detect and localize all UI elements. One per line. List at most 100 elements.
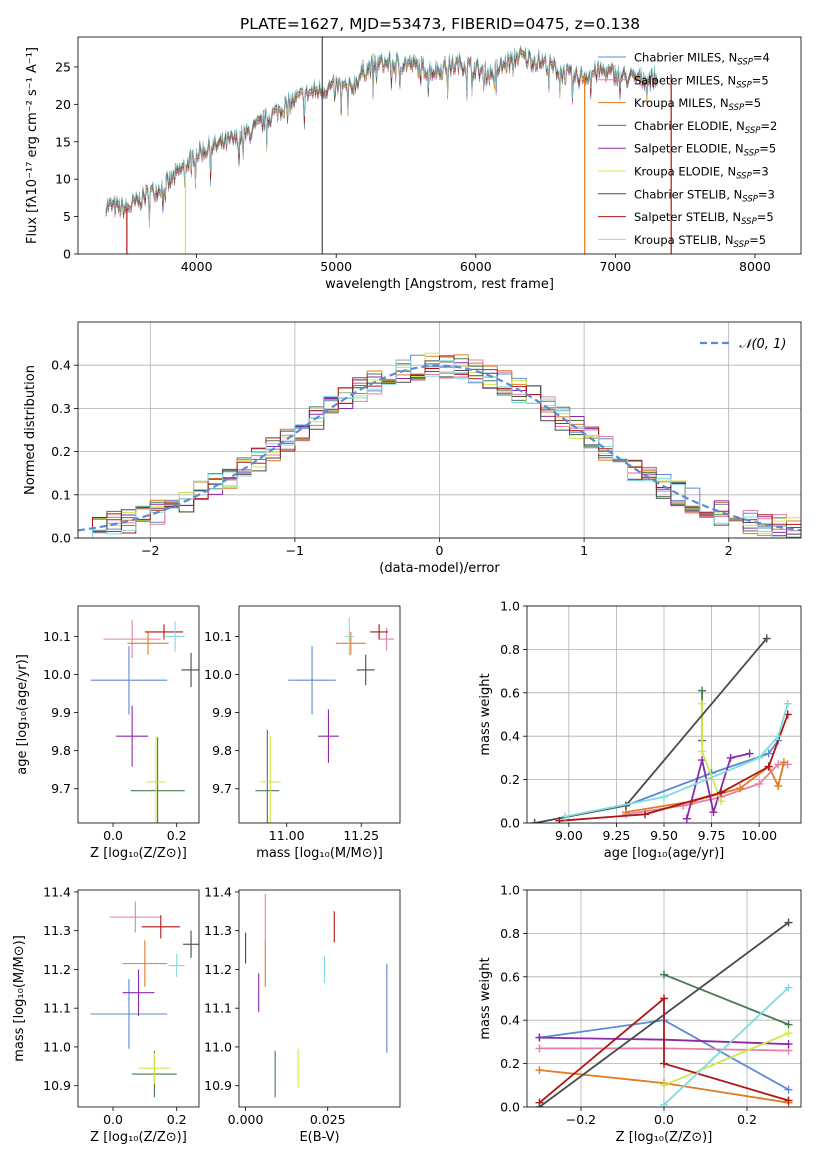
y-tick-label: 10.0	[43, 667, 71, 682]
x-tick-label: −2	[141, 543, 159, 558]
x-tick-label: 0.000	[228, 1112, 264, 1127]
errorbar-point	[165, 621, 185, 652]
x-tick-label: 11.25	[343, 828, 379, 843]
y-tick-label: 0.0	[500, 816, 520, 831]
errorbar-point	[144, 624, 184, 640]
residuals-legend: 𝒩(0, 1)	[700, 337, 786, 352]
y-tick-label: 0.4	[51, 358, 71, 373]
y-tick-label: 11.2	[43, 962, 71, 977]
y-tick-label: 10.9	[43, 1078, 71, 1093]
errorbar-point	[168, 953, 185, 978]
weight-marker	[745, 749, 754, 758]
x-tick-label: 9.50	[650, 828, 678, 843]
x-tick-label: 1	[580, 543, 588, 558]
legend-entry-name: Salpeter ELODIE, N	[634, 142, 744, 156]
legend-entry: 𝒩(0, 1)	[739, 337, 786, 352]
y-tick-label: 10	[55, 172, 71, 187]
weight-marker	[535, 1044, 544, 1053]
y-tick-label: 0	[63, 247, 71, 262]
weight-series	[682, 749, 754, 823]
legend-entry-name: Salpeter MILES, N	[634, 73, 736, 87]
errorbar-point	[181, 652, 199, 688]
errorbar-point	[288, 645, 336, 715]
mass-vs-Z-plot-area	[90, 901, 199, 1098]
weight-marker	[784, 1040, 793, 1049]
y-tick-label: 11.0	[204, 1039, 232, 1054]
errorbar-point	[90, 645, 168, 715]
x-tick-label: 7000	[599, 259, 631, 274]
x-tick-label: −0.2	[566, 1112, 596, 1127]
errorbar-point	[318, 709, 339, 763]
legend-entry-count: =3	[758, 187, 775, 201]
weight-marker	[535, 1066, 544, 1075]
x-axis-label: E(B-V)	[299, 1130, 339, 1145]
y-tick-label: 25	[55, 59, 71, 74]
weight-marker	[535, 1033, 544, 1042]
y-tick-label: 9.7	[51, 781, 71, 796]
errorbar-point	[370, 624, 389, 640]
weight-marker	[660, 1100, 668, 1107]
legend-entry: Chabrier ELODIE, NSSP=2	[634, 119, 777, 136]
x-tick-label: 6000	[460, 259, 492, 274]
age-vs-mass-axes: 11.00 11.25 9.7 9.8 9.9 10.0 10.1 mass [log₁₀(M…	[204, 605, 401, 861]
x-tick-label: 10.00	[741, 828, 777, 843]
weight-marker	[784, 1085, 793, 1094]
errorbar-point	[138, 1052, 171, 1084]
residuals-axes: −2 −1 0 1 2 0.0 0.1 0.2 0.3 0.4 (data-model)/error…	[23, 321, 802, 576]
weight-marker	[640, 810, 649, 819]
legend-entry-sub: SSP	[734, 240, 750, 250]
weight-line	[663, 973, 789, 1026]
weight-series	[561, 699, 792, 821]
weight-line	[663, 1032, 789, 1087]
y-axis-label: Normed distribution	[23, 365, 38, 495]
errorbar-point	[183, 930, 199, 958]
errorbar-point	[127, 631, 169, 655]
y-tick-label: 0.2	[500, 1056, 520, 1071]
y-tick-label: 11.3	[204, 923, 232, 938]
errorbar-point	[335, 631, 366, 655]
weight-marker	[764, 749, 773, 758]
weight-vs-age-plot-area	[530, 634, 792, 823]
age-vs-Z-frame	[77, 605, 200, 824]
weight-marker	[717, 788, 726, 797]
age-vs-Z-axes: 0.0 0.2 9.7 9.8 9.9 10.0 10.1 Z [log₁₀(Z/Z⊙)] ag…	[15, 605, 200, 861]
weight-marker	[682, 814, 691, 823]
weight-marker	[784, 1029, 793, 1038]
weight-marker	[535, 1098, 544, 1107]
weight-series	[535, 994, 793, 1107]
legend-entry: Kroupa ELODIE, NSSP=3	[634, 165, 769, 182]
weight-vs-Z-plot-area	[535, 918, 793, 1107]
x-axis-label: age [log₁₀(age/yr)]	[604, 846, 725, 861]
weight-series	[660, 983, 793, 1107]
y-tick-label: 11.1	[43, 1001, 71, 1016]
chart-title: PLATE=1627, MJD=53473, FIBERID=0475, z=0…	[240, 15, 640, 33]
x-tick-label: 8000	[739, 259, 771, 274]
weight-marker	[774, 760, 783, 769]
weight-marker	[784, 1020, 793, 1029]
legend-entry-name: Kroupa MILES, N	[634, 96, 729, 110]
x-tick-label: 0	[436, 543, 444, 558]
weight-marker	[755, 753, 764, 762]
weight-marker	[784, 1096, 793, 1105]
x-tick-label: 2	[725, 543, 733, 558]
legend-entry-count: =4	[753, 51, 770, 65]
weight-marker	[755, 779, 764, 788]
weight-series	[698, 699, 726, 806]
y-tick-label: 10.0	[204, 667, 232, 682]
y-tick-label: 1.0	[500, 883, 520, 898]
weight-line	[663, 986, 790, 1106]
y-tick-label: 0.4	[500, 729, 520, 744]
legend-entry: Salpeter MILES, NSSP=5	[634, 73, 769, 90]
x-tick-label: 9.75	[698, 828, 726, 843]
legend-entry-sub: SSP	[744, 149, 760, 159]
weight-line	[538, 996, 789, 1104]
mass-vs-ebv-plot-area	[245, 893, 388, 1098]
y-tick-label: 0.6	[500, 969, 520, 984]
weight-line	[625, 763, 788, 816]
errorbar-point	[116, 705, 149, 767]
y-axis-label: Flux [fλ10⁻¹⁷ erg cm⁻² s⁻¹ A⁻¹]	[25, 47, 40, 244]
legend-entry-count: =5	[749, 233, 766, 247]
weight-marker	[698, 699, 707, 708]
y-tick-label: 9.7	[212, 781, 232, 796]
y-tick-label: 11.2	[204, 962, 232, 977]
